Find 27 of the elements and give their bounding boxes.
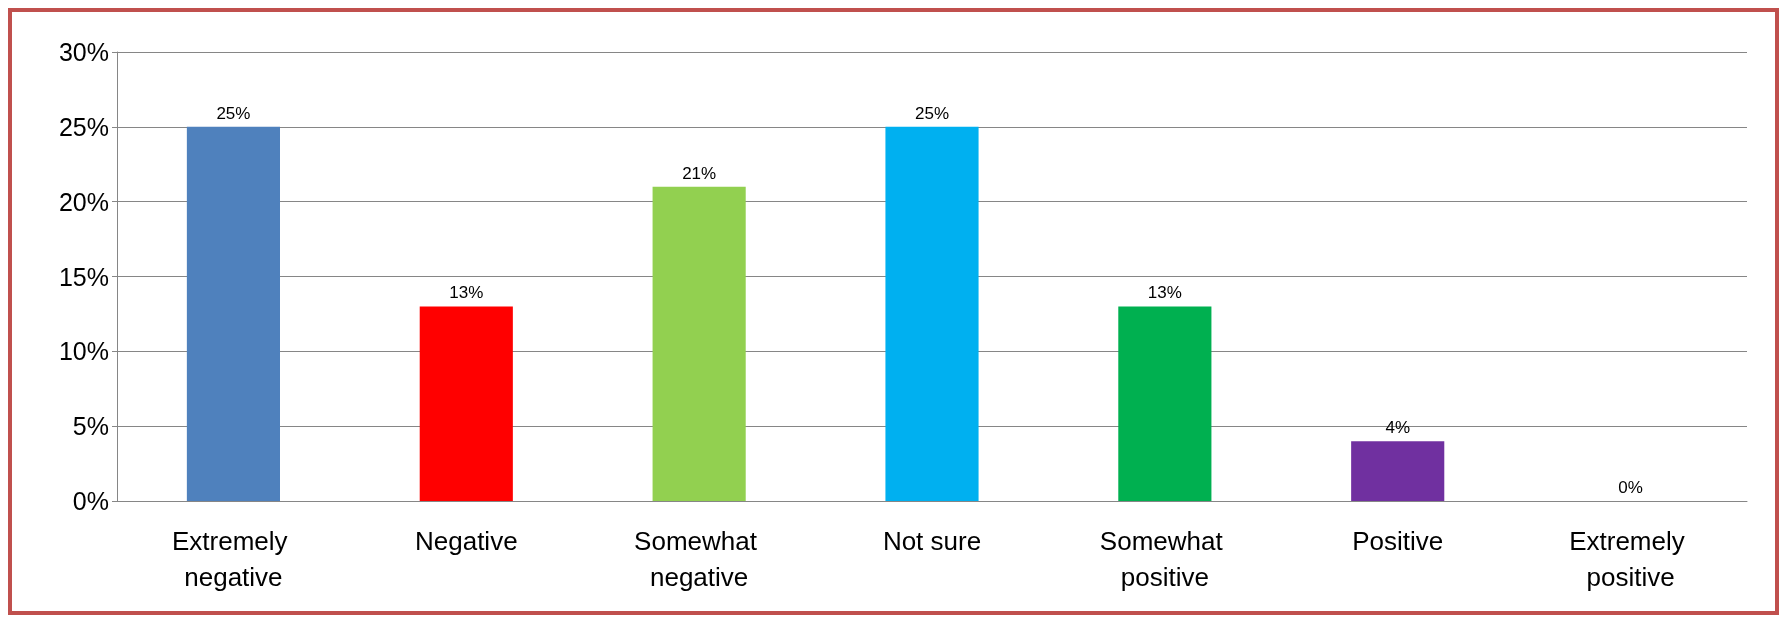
data-label: 25% (216, 103, 251, 123)
bar (652, 186, 746, 501)
x-tick-label: Positive (1352, 526, 1444, 556)
bar (885, 126, 979, 501)
data-label: 25% (914, 103, 950, 123)
x-tick-label: Extremely positive (1569, 526, 1692, 592)
bar (1351, 441, 1445, 501)
data-label: 21% (682, 163, 717, 183)
y-tick-label: 25% (58, 112, 109, 141)
y-tick-label: 5% (72, 412, 109, 441)
data-label: 13% (1147, 283, 1182, 303)
y-tick-label: 15% (58, 262, 109, 291)
y-tick-label: 20% (58, 187, 109, 216)
x-tick-label: Somewhat positive (1099, 526, 1230, 592)
y-tick-label: 0% (72, 487, 109, 515)
bar (186, 126, 280, 501)
y-tick-label: 10% (58, 337, 109, 366)
bar (419, 306, 513, 501)
data-label: 0% (1618, 478, 1643, 497)
bar (1118, 306, 1212, 501)
y-tick-label: 30% (58, 38, 109, 66)
x-tick-label: Negative (414, 526, 518, 556)
x-tick-label: Somewhat negative (634, 526, 765, 592)
data-label: 13% (449, 283, 484, 303)
x-tick-label: Extremely negative (172, 526, 295, 592)
data-label: 4% (1385, 418, 1410, 438)
x-tick-label: Not sure (882, 526, 982, 556)
